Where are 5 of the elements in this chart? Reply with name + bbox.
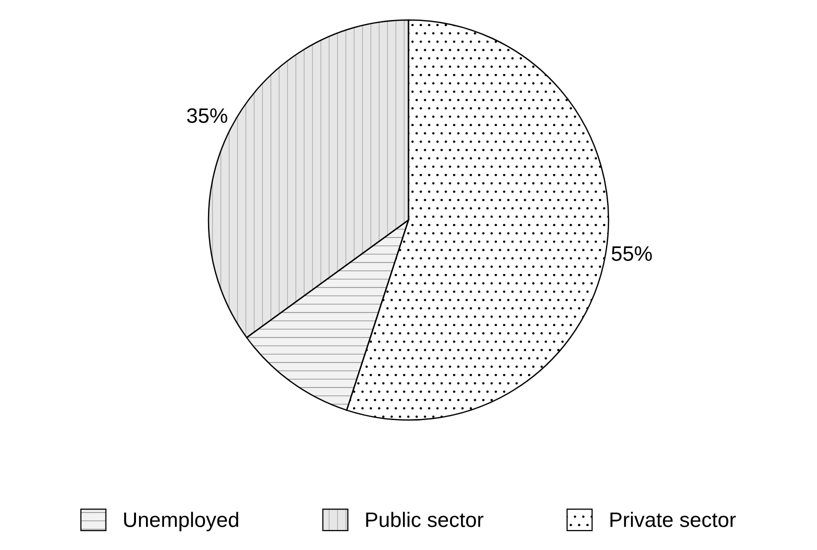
legend-label: Private sector xyxy=(610,512,736,528)
data-label: 55% xyxy=(612,246,652,261)
legend-label: Public sector xyxy=(366,512,484,528)
legend-label: Unemployed xyxy=(124,512,238,532)
data-label: 35% xyxy=(187,108,228,123)
